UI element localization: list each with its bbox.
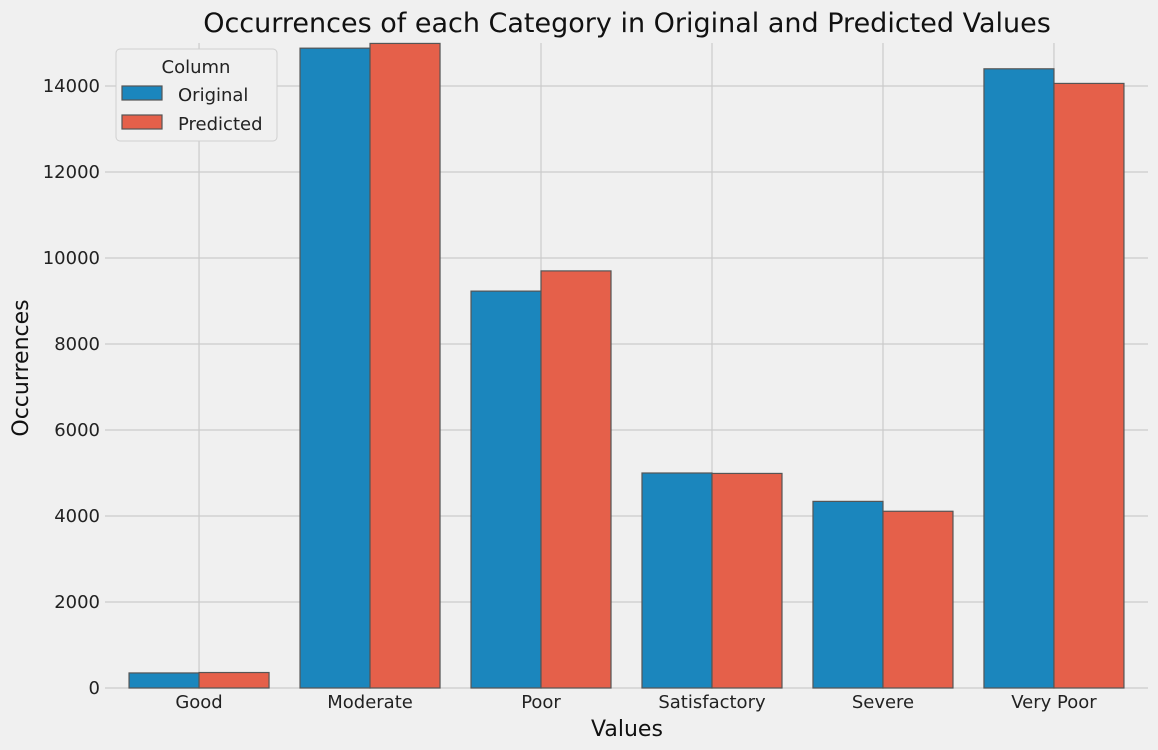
x-tick-label: Severe [852, 692, 914, 713]
bar-original-satisfactory [641, 472, 713, 689]
bar-predicted-very-poor [1053, 82, 1125, 689]
y-tick-label: 10000 [43, 248, 100, 269]
y-tick-label: 6000 [54, 420, 100, 441]
legend-swatch-predicted [121, 114, 163, 130]
y-tick-label: 0 [89, 678, 100, 699]
y-tick-label: 2000 [54, 592, 100, 613]
x-tick-label: Very Poor [1011, 692, 1097, 713]
y-axis-ticks: 0 2000 4000 6000 8000 10000 12000 14000 [43, 76, 100, 699]
x-tick-label: Good [175, 692, 222, 713]
y-tick-label: 12000 [43, 162, 100, 183]
legend: Column Original Predicted [115, 48, 278, 142]
x-tick-label: Poor [521, 692, 561, 713]
legend-title: Column [162, 57, 231, 78]
bar-predicted-poor [540, 270, 612, 689]
bars [128, 42, 1125, 689]
x-tick-label: Moderate [327, 692, 413, 713]
legend-label-predicted: Predicted [178, 114, 263, 135]
legend-swatch-original [121, 85, 163, 101]
y-tick-label: 8000 [54, 334, 100, 355]
bar-original-severe [812, 500, 884, 689]
x-tick-label: Satisfactory [658, 692, 766, 713]
x-axis-ticks: Good Moderate Poor Satisfactory Severe Very P… [175, 692, 1097, 713]
y-axis-label: Occurrences [9, 299, 34, 436]
bar-original-good [128, 672, 200, 689]
bar-original-poor [470, 290, 542, 689]
y-tick-label: 14000 [43, 76, 100, 97]
legend-label-original: Original [178, 85, 248, 106]
y-tick-label: 4000 [54, 506, 100, 527]
bar-predicted-moderate [369, 42, 441, 689]
bar-predicted-good [198, 671, 270, 689]
chart-title: Occurrences of each Category in Original… [203, 8, 1051, 39]
bar-original-very-poor [983, 68, 1055, 689]
bar-original-moderate [299, 47, 371, 689]
x-axis-label: Values [591, 717, 663, 742]
bar-predicted-satisfactory [711, 472, 783, 689]
bar-predicted-severe [882, 510, 954, 689]
